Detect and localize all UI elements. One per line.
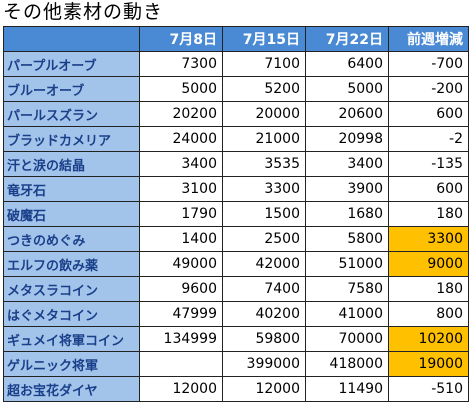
value-jul22: 20998 bbox=[305, 126, 389, 152]
value-jul8: 3100 bbox=[139, 176, 223, 202]
column-header-jul8: 7月8日 bbox=[139, 26, 223, 52]
value-jul8: 5000 bbox=[139, 76, 223, 102]
table-body: パープルオーブ 7300 7100 6400 -700 ブルーオーブ 5000 5200 500… bbox=[3, 51, 469, 402]
value-jul15: 399000 bbox=[222, 351, 306, 377]
value-jul15: 7400 bbox=[222, 276, 306, 302]
column-header-jul22: 7月22日 bbox=[305, 26, 389, 52]
value-jul15: 2500 bbox=[222, 226, 306, 252]
table-row: 超お宝花ダイヤ 12000 12000 11490 -510 bbox=[3, 376, 469, 402]
value-jul8: 1790 bbox=[139, 201, 223, 227]
table-row: ブラッドカメリア 24000 21000 20998 -2 bbox=[3, 126, 469, 152]
value-jul8: 12000 bbox=[139, 376, 223, 402]
value-jul22: 20600 bbox=[305, 101, 389, 127]
table-row: パープルオーブ 7300 7100 6400 -700 bbox=[3, 51, 469, 77]
value-jul22: 51000 bbox=[305, 251, 389, 277]
table-row: 破魔石 1790 1500 1680 180 bbox=[3, 201, 469, 227]
value-jul22: 6400 bbox=[305, 51, 389, 77]
value-jul8: 20200 bbox=[139, 101, 223, 127]
table-row: パールスズラン 20200 20000 20600 600 bbox=[3, 101, 469, 127]
table-row: つきのめぐみ 1400 2500 5800 3300 bbox=[3, 226, 469, 252]
value-jul22: 7580 bbox=[305, 276, 389, 302]
table-row: ブルーオーブ 5000 5200 5000 -200 bbox=[3, 76, 469, 102]
value-weekly-change: -700 bbox=[388, 51, 469, 77]
value-jul8 bbox=[139, 351, 223, 377]
item-name: メタスラコイン bbox=[3, 276, 140, 302]
value-jul15: 5200 bbox=[222, 76, 306, 102]
item-name: エルフの飲み薬 bbox=[3, 251, 140, 277]
value-jul8: 24000 bbox=[139, 126, 223, 152]
value-jul15: 59800 bbox=[222, 326, 306, 352]
value-weekly-change: 3300 bbox=[388, 226, 469, 252]
table-row: ゲルニック将軍 399000 418000 19000 bbox=[3, 351, 469, 377]
table-row: エルフの飲み薬 49000 42000 51000 9000 bbox=[3, 251, 469, 277]
item-name: 汗と涙の結晶 bbox=[3, 151, 140, 177]
table-row: 汗と涙の結晶 3400 3535 3400 -135 bbox=[3, 151, 469, 177]
value-jul22: 70000 bbox=[305, 326, 389, 352]
value-jul15: 3535 bbox=[222, 151, 306, 177]
item-name: パープルオーブ bbox=[3, 51, 140, 77]
price-table: 7月8日 7月15日 7月22日 前週増減 パープルオーブ 7300 7100 640… bbox=[3, 26, 469, 402]
value-weekly-change: 180 bbox=[388, 276, 469, 302]
value-jul22: 5000 bbox=[305, 76, 389, 102]
table-row: 竜牙石 3100 3300 3900 600 bbox=[3, 176, 469, 202]
table-row: ギュメイ将軍コイン 134999 59800 70000 10200 bbox=[3, 326, 469, 352]
item-name: パールスズラン bbox=[3, 101, 140, 127]
item-name: ブルーオーブ bbox=[3, 76, 140, 102]
value-weekly-change: 19000 bbox=[388, 351, 469, 377]
value-jul15: 42000 bbox=[222, 251, 306, 277]
header-corner-cell bbox=[3, 26, 140, 52]
table-row: メタスラコイン 9600 7400 7580 180 bbox=[3, 276, 469, 302]
value-weekly-change: 600 bbox=[388, 101, 469, 127]
item-name: ブラッドカメリア bbox=[3, 126, 140, 152]
value-jul15: 7100 bbox=[222, 51, 306, 77]
value-weekly-change: 600 bbox=[388, 176, 469, 202]
item-name: 破魔石 bbox=[3, 201, 140, 227]
value-jul8: 1400 bbox=[139, 226, 223, 252]
item-name: ギュメイ将軍コイン bbox=[3, 326, 140, 352]
value-jul15: 21000 bbox=[222, 126, 306, 152]
value-weekly-change: 10200 bbox=[388, 326, 469, 352]
value-jul22: 5800 bbox=[305, 226, 389, 252]
value-jul8: 134999 bbox=[139, 326, 223, 352]
page-title: その他素材の動き bbox=[3, 1, 164, 23]
value-weekly-change: -2 bbox=[388, 126, 469, 152]
value-jul22: 418000 bbox=[305, 351, 389, 377]
value-jul22: 3900 bbox=[305, 176, 389, 202]
value-jul15: 40200 bbox=[222, 301, 306, 327]
value-jul22: 11490 bbox=[305, 376, 389, 402]
value-jul15: 20000 bbox=[222, 101, 306, 127]
value-jul8: 7300 bbox=[139, 51, 223, 77]
value-jul8: 47999 bbox=[139, 301, 223, 327]
value-jul15: 1500 bbox=[222, 201, 306, 227]
value-jul22: 41000 bbox=[305, 301, 389, 327]
value-weekly-change: -200 bbox=[388, 76, 469, 102]
value-jul8: 9600 bbox=[139, 276, 223, 302]
value-jul8: 49000 bbox=[139, 251, 223, 277]
item-name: 竜牙石 bbox=[3, 176, 140, 202]
value-jul15: 3300 bbox=[222, 176, 306, 202]
value-weekly-change: 9000 bbox=[388, 251, 469, 277]
table-row: はぐメタコイン 47999 40200 41000 800 bbox=[3, 301, 469, 327]
value-weekly-change: -510 bbox=[388, 376, 469, 402]
item-name: 超お宝花ダイヤ bbox=[3, 376, 140, 402]
value-jul22: 3400 bbox=[305, 151, 389, 177]
header-row: 7月8日 7月15日 7月22日 前週増減 bbox=[3, 26, 469, 52]
value-jul22: 1680 bbox=[305, 201, 389, 227]
column-header-jul15: 7月15日 bbox=[222, 26, 306, 52]
value-weekly-change: -135 bbox=[388, 151, 469, 177]
item-name: はぐメタコイン bbox=[3, 301, 140, 327]
value-jul15: 12000 bbox=[222, 376, 306, 402]
value-weekly-change: 180 bbox=[388, 201, 469, 227]
value-weekly-change: 800 bbox=[388, 301, 469, 327]
item-name: つきのめぐみ bbox=[3, 226, 140, 252]
item-name: ゲルニック将軍 bbox=[3, 351, 140, 377]
value-jul8: 3400 bbox=[139, 151, 223, 177]
column-header-weekly-change: 前週増減 bbox=[388, 26, 469, 52]
